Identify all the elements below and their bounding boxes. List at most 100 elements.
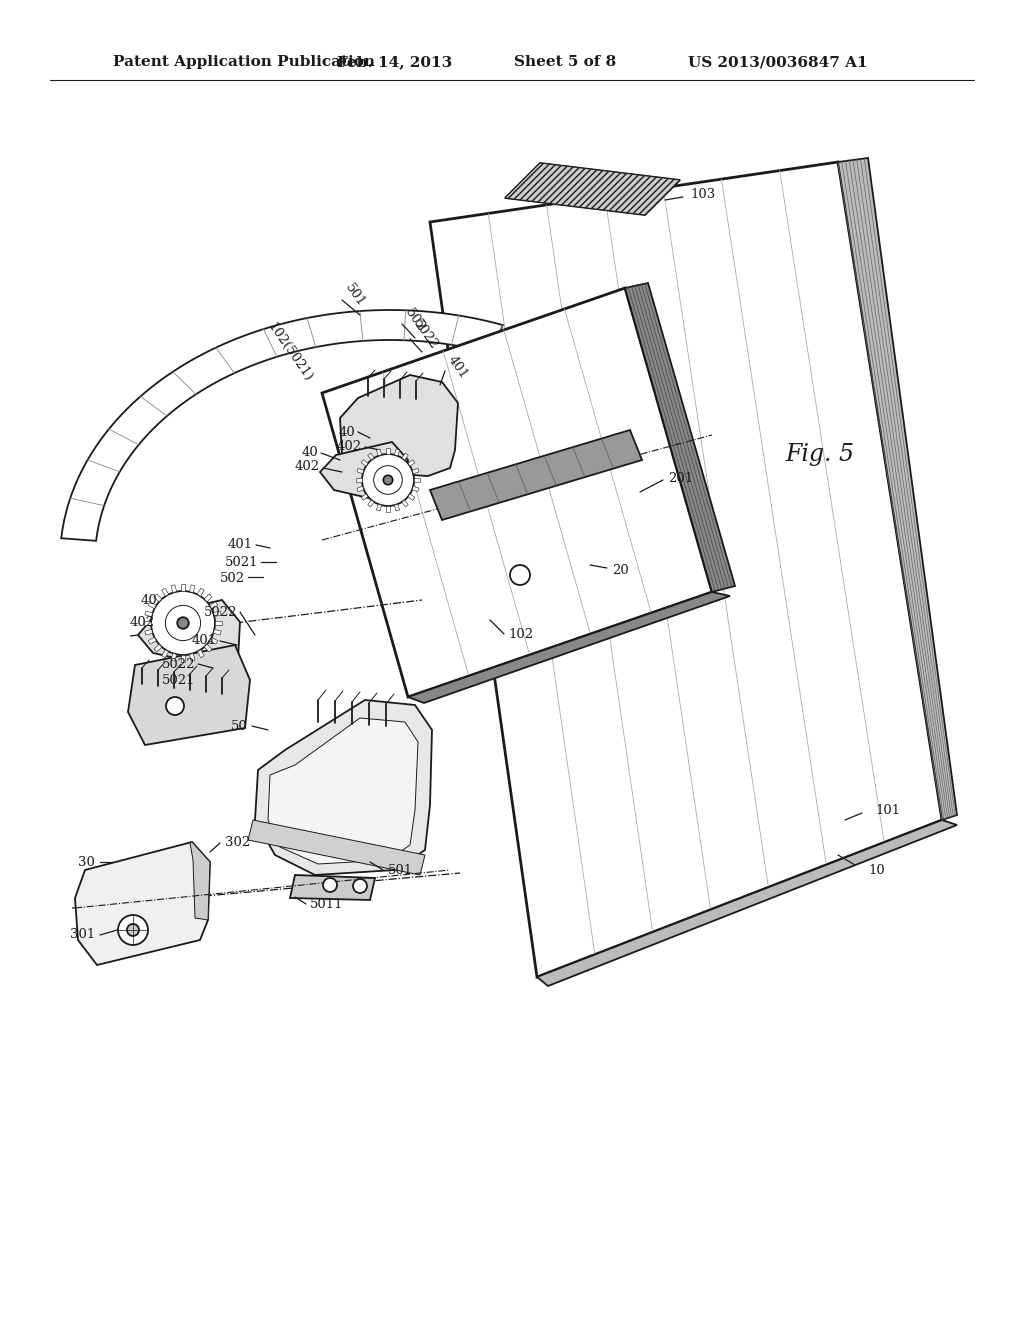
Circle shape — [362, 454, 414, 506]
Polygon shape — [198, 589, 204, 597]
Circle shape — [510, 565, 530, 585]
Circle shape — [166, 697, 184, 715]
Polygon shape — [268, 718, 418, 865]
Polygon shape — [357, 469, 364, 474]
Text: 401: 401 — [228, 539, 253, 552]
Text: 30: 30 — [78, 855, 95, 869]
Text: Patent Application Publication: Patent Application Publication — [113, 55, 375, 69]
Polygon shape — [319, 442, 408, 503]
Polygon shape — [154, 644, 162, 652]
Polygon shape — [356, 478, 362, 482]
Text: 501: 501 — [342, 281, 367, 309]
Polygon shape — [210, 638, 218, 644]
Text: 502: 502 — [402, 306, 427, 334]
Polygon shape — [377, 504, 382, 511]
Text: 40: 40 — [140, 594, 157, 606]
Polygon shape — [430, 162, 942, 977]
Text: 40: 40 — [301, 446, 318, 458]
Circle shape — [151, 591, 215, 655]
Polygon shape — [537, 820, 957, 986]
Polygon shape — [144, 611, 153, 616]
Polygon shape — [414, 478, 420, 482]
Polygon shape — [154, 594, 162, 602]
Polygon shape — [408, 494, 415, 500]
Polygon shape — [368, 453, 374, 461]
Polygon shape — [322, 288, 712, 697]
Circle shape — [323, 878, 337, 892]
Polygon shape — [162, 589, 169, 597]
Polygon shape — [181, 583, 185, 591]
Polygon shape — [61, 310, 503, 541]
Polygon shape — [148, 602, 157, 609]
Polygon shape — [357, 486, 364, 491]
Polygon shape — [505, 162, 680, 215]
Text: 5022: 5022 — [410, 318, 440, 352]
Text: Fig. 5: Fig. 5 — [785, 444, 854, 466]
Polygon shape — [171, 653, 177, 661]
Polygon shape — [394, 449, 399, 455]
Polygon shape — [138, 601, 240, 668]
Polygon shape — [386, 447, 390, 454]
Text: Sheet 5 of 8: Sheet 5 of 8 — [514, 55, 616, 69]
Text: US 2013/0036847 A1: US 2013/0036847 A1 — [688, 55, 867, 69]
Text: 401: 401 — [445, 352, 470, 381]
Polygon shape — [625, 282, 735, 591]
Text: 5021: 5021 — [162, 673, 195, 686]
Text: 5021: 5021 — [224, 556, 258, 569]
Polygon shape — [190, 842, 210, 920]
Circle shape — [166, 606, 201, 640]
Text: 101: 101 — [874, 804, 900, 817]
Text: 5022: 5022 — [204, 606, 237, 619]
Polygon shape — [144, 630, 153, 635]
Polygon shape — [401, 453, 409, 461]
Circle shape — [118, 915, 148, 945]
Text: 402: 402 — [295, 461, 319, 474]
Polygon shape — [171, 585, 177, 593]
Circle shape — [127, 924, 139, 936]
Polygon shape — [408, 459, 415, 466]
Text: Feb. 14, 2013: Feb. 14, 2013 — [337, 55, 453, 69]
Polygon shape — [162, 649, 169, 657]
Polygon shape — [148, 638, 157, 644]
Polygon shape — [204, 594, 212, 602]
Polygon shape — [198, 649, 204, 657]
Text: 20: 20 — [612, 564, 629, 577]
Polygon shape — [144, 620, 151, 624]
Polygon shape — [408, 591, 730, 704]
Text: 302: 302 — [225, 836, 250, 849]
Polygon shape — [248, 820, 425, 875]
Text: 10: 10 — [868, 863, 885, 876]
Text: 502: 502 — [220, 572, 245, 585]
Polygon shape — [213, 611, 221, 616]
Polygon shape — [204, 644, 212, 652]
Text: 301: 301 — [70, 928, 95, 941]
Text: 102: 102 — [508, 628, 534, 642]
Text: 402: 402 — [130, 615, 155, 628]
Text: 5022: 5022 — [162, 659, 195, 672]
Polygon shape — [413, 486, 419, 491]
Polygon shape — [215, 620, 222, 624]
Polygon shape — [386, 506, 390, 512]
Polygon shape — [505, 162, 680, 215]
Polygon shape — [368, 500, 374, 507]
Circle shape — [177, 618, 188, 628]
Polygon shape — [361, 494, 368, 500]
Polygon shape — [189, 585, 195, 593]
Text: 201: 201 — [668, 471, 693, 484]
Circle shape — [374, 466, 402, 494]
Polygon shape — [838, 158, 957, 820]
Polygon shape — [377, 449, 382, 455]
Circle shape — [383, 475, 392, 484]
Text: 50: 50 — [231, 719, 248, 733]
Polygon shape — [181, 655, 185, 663]
Polygon shape — [189, 653, 195, 661]
Polygon shape — [75, 842, 210, 965]
Text: 103: 103 — [690, 189, 715, 202]
Polygon shape — [413, 469, 419, 474]
Text: 5011: 5011 — [310, 898, 343, 911]
Text: 102(5021): 102(5021) — [265, 319, 315, 384]
Polygon shape — [401, 500, 409, 507]
Polygon shape — [340, 375, 458, 477]
Text: 40: 40 — [338, 425, 355, 438]
Polygon shape — [210, 602, 218, 609]
